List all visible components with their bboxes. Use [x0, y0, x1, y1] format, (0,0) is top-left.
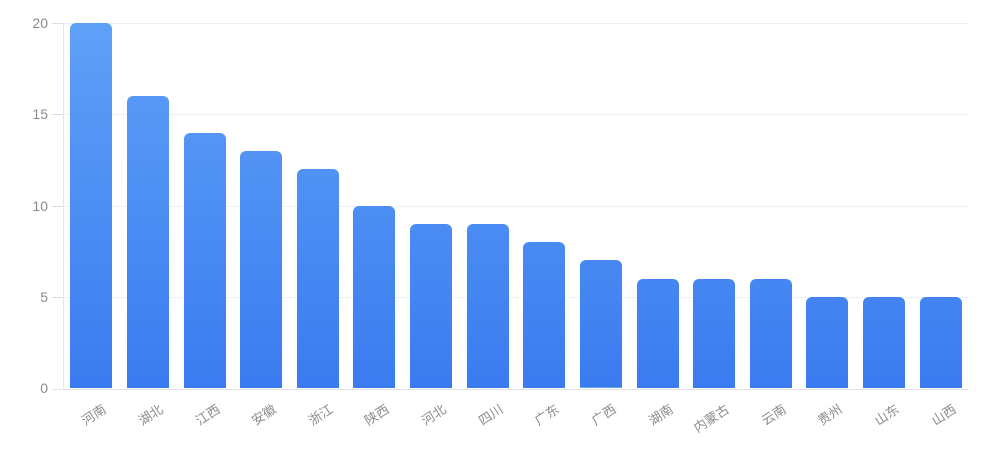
bar-广东[interactable]	[523, 242, 566, 388]
y-axis-tick-label: 20	[32, 15, 48, 31]
bar-湖南[interactable]	[636, 278, 679, 388]
bar-江西[interactable]	[183, 132, 226, 388]
y-axis-tick	[52, 23, 63, 24]
y-axis-tick-label: 5	[40, 288, 48, 305]
bar-山东[interactable]	[863, 296, 906, 388]
bar-陕西[interactable]	[353, 205, 396, 388]
bar-浙江[interactable]	[296, 169, 339, 388]
bar-山西[interactable]	[919, 296, 962, 388]
bar-广西[interactable]	[579, 260, 622, 388]
y-axis-tick	[52, 114, 63, 116]
gridline	[63, 114, 969, 116]
bar-云南[interactable]	[749, 278, 792, 388]
y-axis-tick-label: 15	[32, 106, 48, 123]
bar-安徽[interactable]	[240, 150, 283, 388]
bar-湖北[interactable]	[126, 96, 169, 388]
y-axis-tick	[52, 296, 63, 298]
y-axis-tick-label: 0	[40, 380, 48, 396]
bar-内蒙古[interactable]	[693, 278, 736, 388]
gridline	[63, 205, 969, 207]
bar-四川[interactable]	[466, 223, 509, 388]
x-axis-line	[52, 389, 969, 390]
y-axis-tick-label: 10	[32, 197, 48, 214]
bar-贵州[interactable]	[806, 296, 849, 388]
gridline	[63, 23, 969, 24]
bar-河南[interactable]	[70, 23, 113, 388]
bar-河北[interactable]	[410, 223, 453, 388]
gridline	[63, 296, 969, 298]
y-axis-tick	[52, 205, 63, 207]
